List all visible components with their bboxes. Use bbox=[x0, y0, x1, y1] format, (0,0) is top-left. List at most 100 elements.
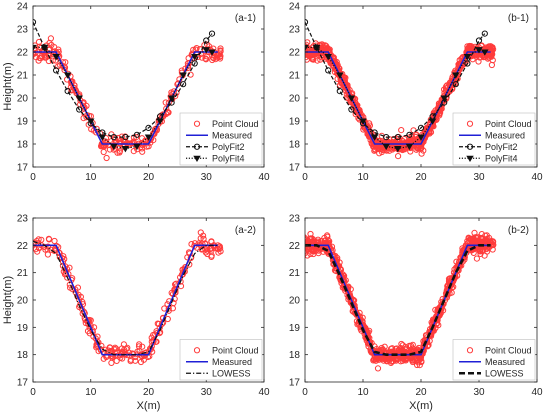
series-point bbox=[110, 143, 118, 151]
y-axis-label: Height(m) bbox=[2, 62, 14, 110]
series-line bbox=[33, 21, 213, 138]
legend-swatch-marker bbox=[193, 143, 201, 150]
point-cloud-point bbox=[305, 51, 306, 56]
point-cloud-point bbox=[372, 146, 379, 153]
point-cloud-point bbox=[208, 252, 215, 259]
legend-label: PolyFit4 bbox=[485, 153, 518, 163]
series-point bbox=[382, 143, 390, 151]
legend-label: Point Cloud bbox=[212, 119, 259, 129]
legend-swatch bbox=[193, 120, 201, 127]
y-tick-label: 21 bbox=[289, 268, 301, 279]
series-point bbox=[383, 134, 390, 141]
point-cloud-point bbox=[305, 237, 307, 243]
series-point bbox=[324, 54, 332, 61]
series-point bbox=[33, 19, 37, 26]
point-cloud-point bbox=[212, 56, 219, 63]
x-tick-label: 20 bbox=[143, 387, 155, 398]
legend-item: Point Cloud bbox=[466, 345, 532, 355]
y-tick-label: 19 bbox=[289, 117, 301, 128]
series-point bbox=[144, 134, 153, 141]
legend-label: Measured bbox=[212, 357, 252, 367]
series-point bbox=[133, 143, 141, 151]
x-axis-label: X(m) bbox=[409, 400, 433, 412]
point-cloud-point bbox=[418, 150, 425, 157]
point-cloud-point bbox=[51, 44, 58, 51]
series-point bbox=[370, 134, 379, 141]
legend-label: PolyFit2 bbox=[212, 142, 245, 152]
legend-item: Measured bbox=[459, 130, 525, 140]
point-cloud-point bbox=[38, 236, 45, 243]
x-tick-label: 10 bbox=[357, 172, 369, 183]
point-cloud-point bbox=[162, 99, 169, 106]
series-point bbox=[394, 146, 402, 153]
y-tick-label: 19 bbox=[17, 323, 29, 334]
point-cloud-point bbox=[422, 339, 430, 346]
point-cloud-point bbox=[488, 44, 495, 52]
point-cloud-point bbox=[204, 247, 211, 254]
plot-content bbox=[305, 229, 497, 372]
legend-box bbox=[452, 339, 536, 381]
series-line bbox=[33, 51, 218, 145]
point-cloud-point bbox=[475, 234, 482, 241]
point-cloud-point bbox=[471, 229, 478, 236]
point-cloud-point bbox=[68, 78, 75, 85]
legend-item: Measured bbox=[459, 357, 525, 367]
point-cloud-point bbox=[150, 331, 157, 339]
x-tick-label: 0 bbox=[302, 172, 308, 183]
point-cloud-point bbox=[366, 340, 373, 348]
legend-item: PolyFit4 bbox=[186, 153, 245, 163]
point-cloud-point bbox=[106, 344, 113, 351]
series-point bbox=[464, 60, 471, 67]
series-point bbox=[98, 134, 107, 141]
point-cloud-point bbox=[67, 284, 74, 291]
point-cloud-point bbox=[320, 44, 327, 51]
point-cloud-point bbox=[116, 149, 123, 156]
y-tick-label: 23 bbox=[17, 25, 29, 36]
x-tick-label: 40 bbox=[531, 172, 543, 183]
series-polyfit4 bbox=[305, 44, 489, 153]
panel-tag: (b-1) bbox=[508, 13, 529, 24]
y-tick-label: 20 bbox=[17, 94, 29, 105]
plot-content bbox=[305, 19, 497, 160]
legend-item: LOWESS bbox=[459, 368, 524, 378]
series-point bbox=[406, 131, 413, 138]
point-cloud-point bbox=[305, 46, 306, 50]
point-cloud-point bbox=[477, 250, 484, 257]
legend-item: PolyFit2 bbox=[459, 142, 518, 152]
point-cloud-point bbox=[395, 153, 402, 160]
x-tick-label: 40 bbox=[258, 387, 270, 398]
point-cloud-point bbox=[354, 107, 361, 114]
point-cloud-point bbox=[484, 237, 491, 244]
point-cloud-point bbox=[307, 235, 315, 242]
legend-item: PolyFit4 bbox=[459, 153, 518, 163]
point-cloud-point bbox=[374, 365, 382, 372]
point-cloud-point bbox=[197, 229, 204, 236]
series-point bbox=[336, 72, 344, 79]
x-tick-label: 0 bbox=[30, 387, 36, 398]
point-cloud-point bbox=[130, 148, 137, 155]
point-cloud-point bbox=[305, 233, 307, 239]
point-cloud-point bbox=[322, 237, 329, 244]
panel-tag: (b-2) bbox=[508, 225, 529, 236]
series-point bbox=[336, 88, 343, 95]
point-cloud-point bbox=[413, 347, 420, 354]
y-tick-label: 22 bbox=[17, 241, 29, 252]
series-point bbox=[452, 81, 459, 88]
series-point bbox=[122, 134, 129, 141]
point-cloud-point bbox=[398, 127, 405, 134]
point-cloud-point bbox=[44, 246, 51, 253]
legend-swatch bbox=[466, 120, 474, 127]
point-cloud-point bbox=[305, 47, 306, 52]
series-point bbox=[452, 72, 460, 79]
point-cloud-point bbox=[347, 286, 354, 293]
point-cloud-point bbox=[137, 358, 145, 366]
point-cloud-point bbox=[321, 234, 328, 242]
series-polyfit4 bbox=[33, 44, 216, 153]
point-cloud-point bbox=[72, 87, 79, 94]
point-cloud-point bbox=[305, 250, 308, 257]
point-cloud-point bbox=[132, 357, 139, 364]
point-cloud-point bbox=[33, 51, 34, 56]
series-point bbox=[440, 95, 448, 102]
point-cloud-point bbox=[305, 240, 308, 247]
